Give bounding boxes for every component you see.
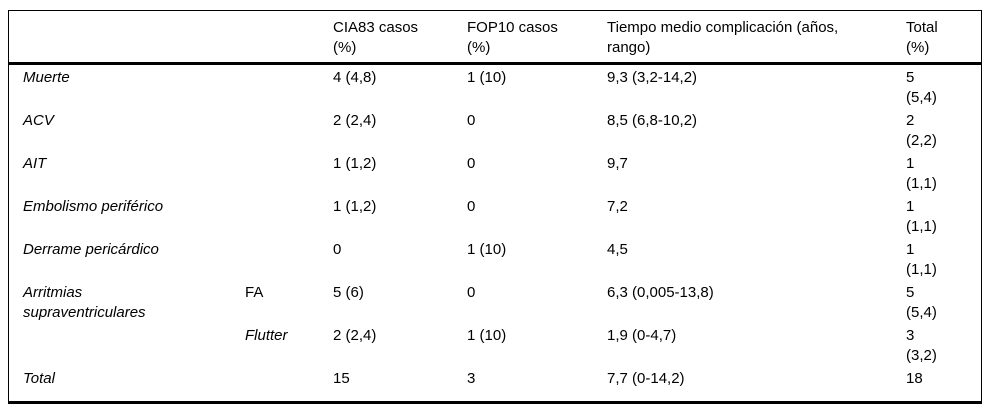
total-pct: (1,1) [906,175,937,192]
cia83-cell: 4 (4,8) [333,69,377,86]
cia83-cell: 5 (6) [333,284,364,301]
fop10-cell: 3 [467,370,476,387]
cia83-cell: 0 [333,241,342,258]
total-pct: (1,1) [906,261,937,278]
row-label-cell: Arritmias supraventriculares [9,280,245,323]
header-total-text: Total (%) [906,19,938,56]
sublabel-cell [245,64,333,109]
row-label-cell: Muerte [9,64,245,109]
row-label: ACV [23,112,54,129]
total-pct: (5,4) [906,89,937,106]
total-value: 1 [906,198,915,215]
total-cell: 1 (1,1) [906,237,981,280]
total-value: 5 [906,69,915,86]
fop10-cell: 1 (10) [467,241,507,258]
cia83-cell: 1 (1,2) [333,155,377,172]
header-fop10-text: FOP10 casos (%) [467,19,558,56]
table-row-embolismo: Embolismo periférico 1 (1,2) 0 7,2 1 (1,1… [9,194,981,237]
total-cell: 18 [906,366,981,401]
header-row: CIA83 casos (%) FOP10 casos (%) Tiempo m… [9,11,981,65]
row-label: Derrame pericárdico [23,241,159,258]
row-label-cell: Derrame pericárdico [9,237,245,280]
header-sublabel [245,11,333,65]
total-value: 2 [906,112,915,129]
total-value: 1 [906,155,915,172]
row-label: Embolismo periférico [23,198,164,215]
total-value: 3 [906,327,915,344]
total-cell: 1 (1,1) [906,151,981,194]
header-row-label [9,11,245,65]
table-body: Muerte 4 (4,8) 1 (10) 9,3 (3,2-14,2) 5 (5… [9,64,981,402]
fop10-cell: 0 [467,198,476,215]
row-label: Total [23,370,55,387]
header-tiempo-text: Tiempo medio complicación (años, rango) [607,19,839,56]
header-total: Total (%) [906,11,981,65]
table-row-derrame: Derrame pericárdico 0 1 (10) 4,5 1 (1,1) [9,237,981,280]
total-pct: (5,4) [906,304,937,321]
tiempo-cell: 4,5 [607,241,628,258]
sublabel-cell [245,151,333,194]
table-row-arritmias-flutter: Flutter 2 (2,4) 1 (10) 1,9 (0-4,7) 3 (3,2… [9,323,981,366]
total-pct: (2,2) [906,132,937,149]
sublabel-cell [245,366,333,401]
cia83-cell: 15 [333,370,350,387]
header-fop10: FOP10 casos (%) [467,11,607,65]
tiempo-cell: 1,9 (0-4,7) [607,327,677,344]
row-sublabel: FA [245,284,264,301]
total-cell: 1 (1,1) [906,194,981,237]
tiempo-cell: 8,5 (6,8-10,2) [607,112,698,129]
table-row-muerte: Muerte 4 (4,8) 1 (10) 9,3 (3,2-14,2) 5 (5… [9,64,981,109]
total-cell: 2 (2,2) [906,108,981,151]
sublabel-cell: Flutter [245,323,333,366]
row-label: Arritmias supraventriculares [23,284,146,321]
row-sublabel: Flutter [245,327,288,344]
total-value: 5 [906,284,915,301]
header-tiempo: Tiempo medio complicación (años, rango) [607,11,906,65]
table-row-total: Total 15 3 7,7 (0-14,2) 18 [9,366,981,401]
row-label-cell: Embolismo periférico [9,194,245,237]
sublabel-cell [245,194,333,237]
tiempo-cell: 9,3 (3,2-14,2) [607,69,698,86]
fop10-cell: 0 [467,284,476,301]
row-label-cell: ACV [9,108,245,151]
cia83-cell: 2 (2,4) [333,327,377,344]
fop10-cell: 0 [467,112,476,129]
cia83-cell: 1 (1,2) [333,198,377,215]
total-cell: 5 (5,4) [906,64,981,109]
fop10-cell: 1 (10) [467,69,507,86]
total-value: 1 [906,241,915,258]
total-pct: (1,1) [906,218,937,235]
row-label: Muerte [23,69,70,86]
table-row-arritmias-fa: Arritmias supraventriculares FA 5 (6) 0 … [9,280,981,323]
total-cell: 3 (3,2) [906,323,981,366]
complications-table: CIA83 casos (%) FOP10 casos (%) Tiempo m… [8,10,982,404]
header-cia83-text: CIA83 casos (%) [333,19,419,56]
fop10-cell: 1 (10) [467,327,507,344]
row-label-cell: AIT [9,151,245,194]
tiempo-cell: 7,7 (0-14,2) [607,370,685,387]
sublabel-cell: FA [245,280,333,323]
row-label: AIT [23,155,47,172]
fop10-cell: 0 [467,155,476,172]
row-label-cell: Total [9,366,245,401]
tiempo-cell: 6,3 (0,005-13,8) [607,284,714,301]
table-header: CIA83 casos (%) FOP10 casos (%) Tiempo m… [9,11,981,65]
tiempo-cell: 9,7 [607,155,628,172]
sublabel-cell [245,108,333,151]
total-cell: 5 (5,4) [906,280,981,323]
sublabel-cell [245,237,333,280]
row-label-cell [9,323,245,366]
data-table: CIA83 casos (%) FOP10 casos (%) Tiempo m… [9,11,981,401]
total-value: 18 [906,370,923,387]
tiempo-cell: 7,2 [607,198,628,215]
table-row-ait: AIT 1 (1,2) 0 9,7 1 (1,1) [9,151,981,194]
cia83-cell: 2 (2,4) [333,112,377,129]
total-pct: (3,2) [906,347,937,364]
table-row-acv: ACV 2 (2,4) 0 8,5 (6,8-10,2) 2 (2,2) [9,108,981,151]
header-cia83: CIA83 casos (%) [333,11,467,65]
